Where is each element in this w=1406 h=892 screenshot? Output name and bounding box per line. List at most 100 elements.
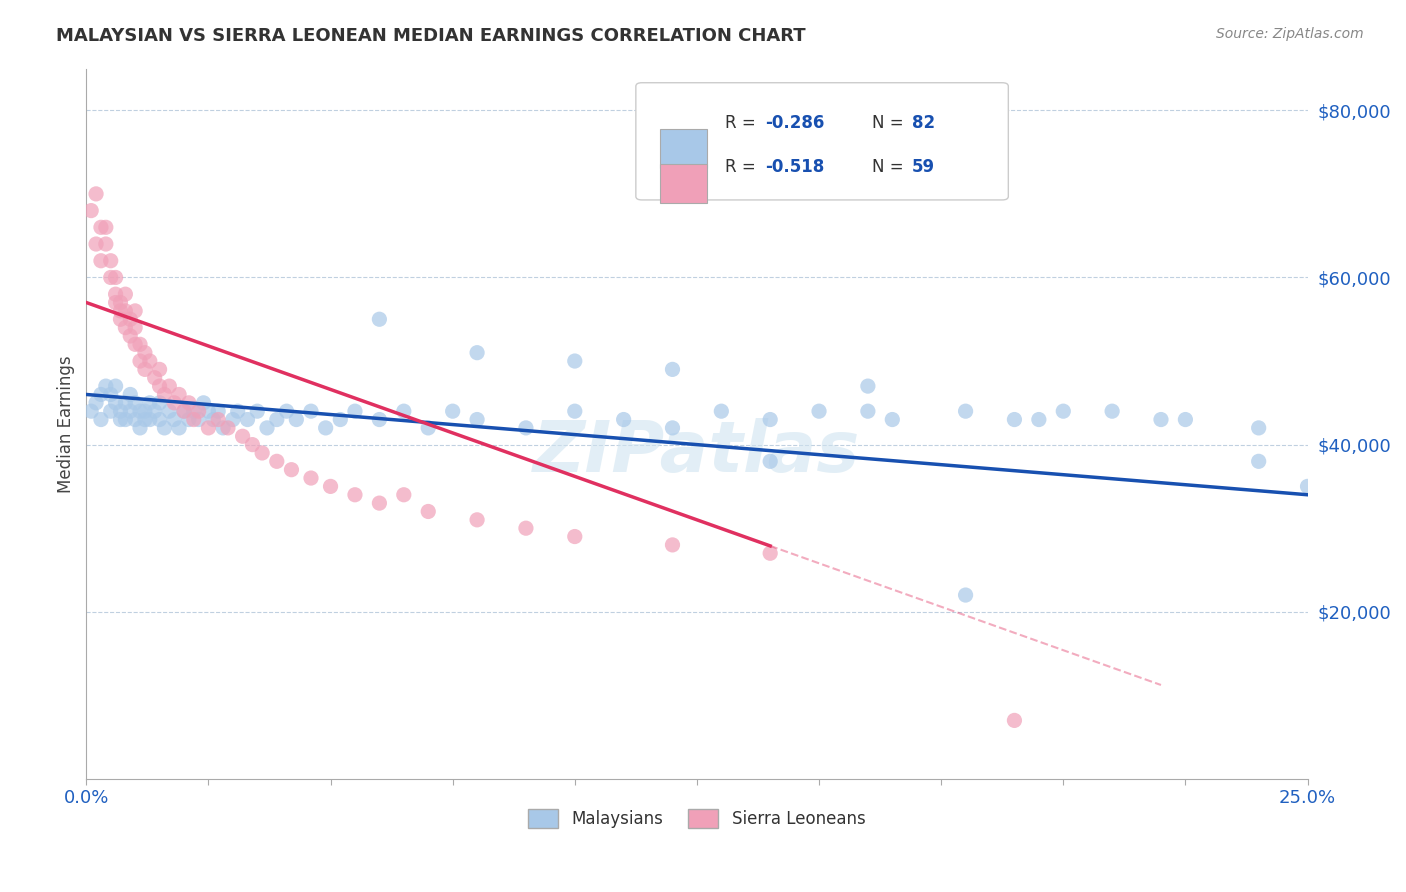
Sierra Leoneans — [173, 404, 195, 418]
Malaysians — [193, 396, 215, 410]
Malaysians — [1150, 412, 1173, 426]
Malaysians — [1247, 454, 1270, 468]
Malaysians — [202, 412, 225, 426]
Sierra Leoneans — [139, 354, 162, 368]
Malaysians — [120, 387, 142, 401]
Malaysians — [276, 404, 298, 418]
Sierra Leoneans — [465, 513, 488, 527]
Malaysians — [114, 412, 136, 426]
Malaysians — [515, 421, 537, 435]
Sierra Leoneans — [94, 237, 117, 252]
Malaysians — [882, 412, 904, 426]
Sierra Leoneans — [143, 370, 166, 384]
Text: N =: N = — [872, 158, 908, 176]
Malaysians — [177, 412, 200, 426]
Malaysians — [759, 412, 782, 426]
Sierra Leoneans — [110, 304, 132, 318]
Sierra Leoneans — [104, 287, 127, 301]
Sierra Leoneans — [120, 329, 142, 343]
Sierra Leoneans — [153, 387, 176, 401]
Malaysians — [100, 404, 122, 418]
Sierra Leoneans — [187, 404, 209, 418]
Malaysians — [368, 412, 391, 426]
Malaysians — [143, 404, 166, 418]
Malaysians — [104, 396, 127, 410]
Malaysians — [114, 396, 136, 410]
Sierra Leoneans — [232, 429, 254, 443]
Malaysians — [222, 412, 245, 426]
Sierra Leoneans — [114, 320, 136, 334]
Malaysians — [153, 421, 176, 435]
Sierra Leoneans — [418, 504, 440, 518]
Malaysians — [1004, 412, 1026, 426]
Malaysians — [197, 404, 219, 418]
Malaysians — [129, 421, 152, 435]
Sierra Leoneans — [114, 304, 136, 318]
Malaysians — [90, 412, 112, 426]
Sierra Leoneans — [90, 220, 112, 235]
Malaysians — [661, 421, 683, 435]
Sierra Leoneans — [148, 379, 170, 393]
Malaysians — [173, 404, 195, 418]
Malaysians — [285, 412, 308, 426]
Malaysians — [955, 404, 977, 418]
Malaysians — [1247, 421, 1270, 435]
Malaysians — [110, 404, 132, 418]
Sierra Leoneans — [163, 396, 186, 410]
Sierra Leoneans — [515, 521, 537, 535]
Sierra Leoneans — [100, 270, 122, 285]
Text: R =: R = — [725, 158, 761, 176]
Malaysians — [1028, 412, 1050, 426]
Malaysians — [134, 404, 156, 418]
Malaysians — [236, 412, 259, 426]
Malaysians — [163, 412, 186, 426]
Malaysians — [167, 421, 190, 435]
Legend: Malaysians, Sierra Leoneans: Malaysians, Sierra Leoneans — [522, 802, 872, 835]
Malaysians — [80, 404, 103, 418]
Text: MALAYSIAN VS SIERRA LEONEAN MEDIAN EARNINGS CORRELATION CHART: MALAYSIAN VS SIERRA LEONEAN MEDIAN EARNI… — [56, 27, 806, 45]
Malaysians — [90, 387, 112, 401]
Sierra Leoneans — [207, 412, 229, 426]
Malaysians — [955, 588, 977, 602]
Sierra Leoneans — [299, 471, 322, 485]
Sierra Leoneans — [167, 387, 190, 401]
Text: 82: 82 — [912, 113, 935, 132]
Sierra Leoneans — [266, 454, 288, 468]
Sierra Leoneans — [392, 488, 415, 502]
Malaysians — [148, 412, 170, 426]
Sierra Leoneans — [124, 320, 146, 334]
Malaysians — [183, 404, 205, 418]
Y-axis label: Median Earnings: Median Earnings — [58, 355, 75, 492]
Malaysians — [710, 404, 733, 418]
Malaysians — [465, 412, 488, 426]
Sierra Leoneans — [114, 287, 136, 301]
Malaysians — [226, 404, 249, 418]
Sierra Leoneans — [319, 479, 342, 493]
Malaysians — [134, 412, 156, 426]
Sierra Leoneans — [280, 463, 302, 477]
Text: 59: 59 — [912, 158, 935, 176]
Sierra Leoneans — [197, 421, 219, 435]
Malaysians — [207, 404, 229, 418]
Malaysians — [564, 354, 586, 368]
Sierra Leoneans — [242, 437, 264, 451]
Sierra Leoneans — [124, 304, 146, 318]
Malaysians — [343, 404, 366, 418]
Malaysians — [759, 454, 782, 468]
Malaysians — [94, 379, 117, 393]
Malaysians — [124, 396, 146, 410]
Malaysians — [315, 421, 337, 435]
Sierra Leoneans — [177, 396, 200, 410]
Malaysians — [104, 379, 127, 393]
Malaysians — [110, 412, 132, 426]
Malaysians — [1052, 404, 1074, 418]
Text: -0.286: -0.286 — [765, 113, 825, 132]
Malaysians — [564, 404, 586, 418]
Malaysians — [1296, 479, 1319, 493]
Malaysians — [84, 396, 107, 410]
Malaysians — [139, 396, 162, 410]
Malaysians — [465, 345, 488, 359]
Sierra Leoneans — [134, 345, 156, 359]
Sierra Leoneans — [759, 546, 782, 560]
Malaysians — [124, 412, 146, 426]
